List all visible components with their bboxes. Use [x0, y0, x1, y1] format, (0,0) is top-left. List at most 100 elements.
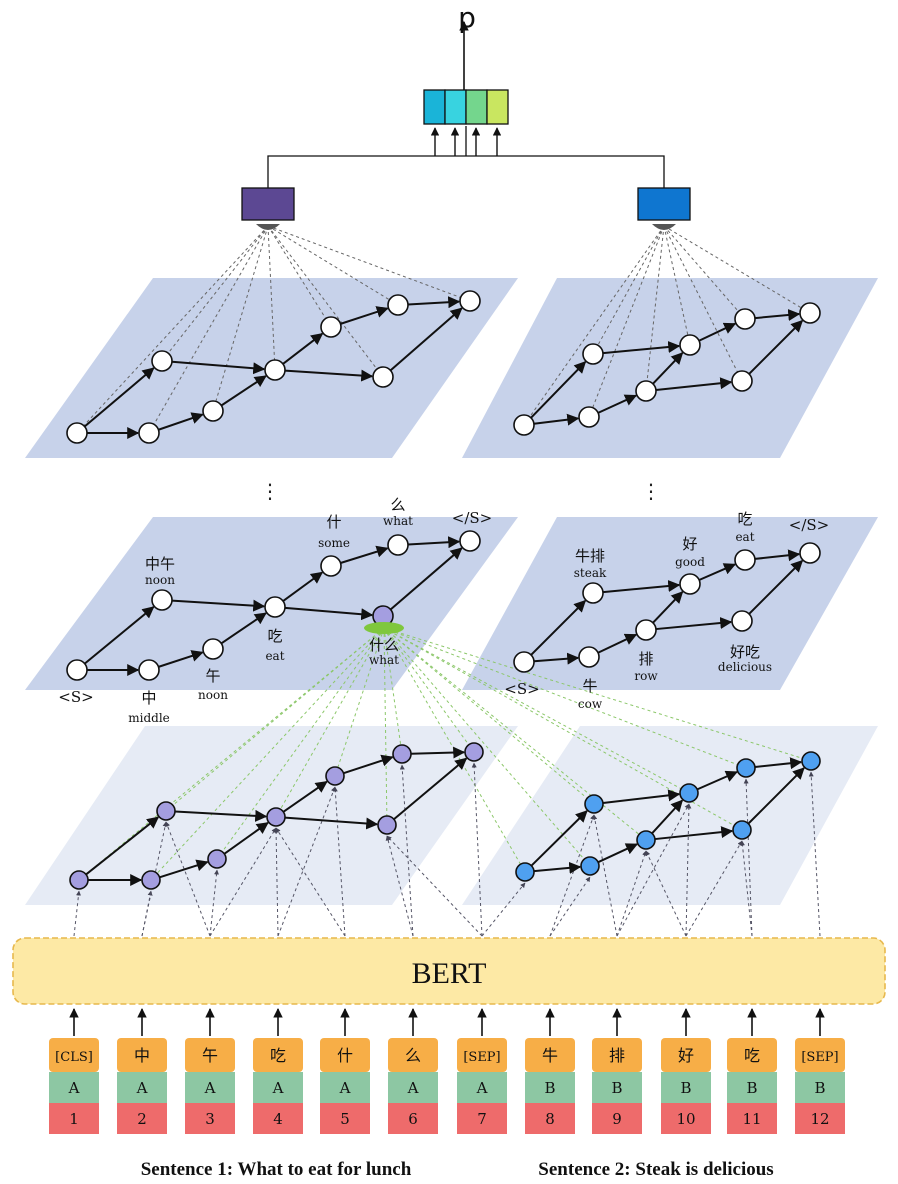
lattice-edge: [602, 580, 681, 594]
token-column: 什A 5: [320, 1008, 370, 1134]
node-label-en: some: [318, 536, 350, 550]
lattice-edge: [748, 559, 804, 615]
position-label: 7: [477, 1110, 487, 1128]
position-label: 12: [810, 1110, 829, 1128]
dashed-arrow: [471, 762, 483, 937]
segment-label: A: [339, 1079, 351, 1097]
lattice-node: [578, 406, 600, 428]
dashed-arrow: [332, 786, 346, 937]
dashed-link: [275, 627, 385, 818]
lattice-node: [799, 542, 821, 564]
dashed-link: [383, 627, 388, 826]
lattice-edge: [533, 413, 580, 426]
segment-cell: [185, 1072, 235, 1103]
node-label-zh: 吃: [737, 510, 752, 528]
lattice-edge: [654, 826, 734, 841]
node-label-en: eat: [735, 530, 754, 544]
char-node: [207, 849, 227, 869]
node-label-zh: 吃: [267, 627, 282, 645]
position-label: 11: [742, 1110, 761, 1128]
lattice-edge: [754, 309, 801, 321]
top-plane-right: [462, 278, 878, 458]
segment-label: A: [136, 1079, 148, 1097]
token-column: 好B 10: [661, 1008, 711, 1134]
lattice-edge: [410, 746, 466, 759]
dashed-arrow: [739, 840, 753, 937]
node-label-zh: 牛: [582, 677, 597, 695]
lattice-edge: [174, 809, 268, 822]
lattice-edge: [655, 377, 733, 391]
lattice-node: [513, 651, 535, 673]
lattice-edge: [220, 612, 267, 645]
dashed-arrow: [141, 821, 168, 937]
lattice-edge: [171, 599, 266, 612]
dashed-arrow: [385, 835, 414, 937]
char-node: [801, 751, 821, 771]
token-label: [SEP]: [801, 1050, 838, 1065]
lattice-node: [66, 422, 88, 444]
dashed-arrow: [73, 890, 81, 937]
position-label: 1: [69, 1110, 79, 1128]
dashed-link: [383, 627, 647, 841]
segment-cell: [592, 1072, 642, 1103]
token-cell: [117, 1038, 167, 1072]
lattice-edge: [407, 536, 461, 549]
segment-label: A: [272, 1079, 284, 1097]
segment-label: B: [680, 1079, 691, 1097]
lattice-edge: [220, 375, 267, 407]
node-label-en: row: [634, 669, 658, 683]
node-label-zh: 午: [205, 667, 220, 685]
char-node: [377, 815, 397, 835]
segment-label: B: [544, 1079, 555, 1097]
input-tokens: [CLS]A1中A2午A3吃A4什A5么A6[SEP]A7牛B8排B9好B10吃…: [49, 1008, 845, 1134]
bert-block: BERT: [12, 937, 886, 1005]
low-plane-right: [462, 726, 878, 905]
token-column: 么A 6: [388, 1008, 438, 1134]
position-label: 10: [676, 1110, 695, 1128]
char-node: [515, 862, 535, 882]
ellipsis-left: ⋮: [260, 479, 280, 503]
position-label: 2: [137, 1110, 147, 1128]
dashed-link: [645, 225, 665, 392]
position-cell: [253, 1103, 303, 1134]
lattice-edge: [748, 319, 804, 375]
dashed-arrow: [386, 835, 483, 937]
dashed-arrow: [277, 786, 336, 937]
lattice-node: [320, 316, 342, 338]
token-cell: [592, 1038, 642, 1072]
lattice-edge: [655, 617, 733, 631]
position-label: 4: [273, 1110, 283, 1128]
dashed-link: [383, 627, 690, 794]
lattice-node: [138, 659, 160, 681]
caption-sentence-2: Sentence 2: Steak is delicious: [538, 1159, 773, 1180]
lattice-nodes: [66, 290, 821, 890]
bert-label: BERT: [412, 957, 487, 990]
lattice-edge: [597, 633, 638, 654]
node-label-zh: 好: [682, 535, 697, 553]
dashed-link: [523, 225, 665, 426]
char-node: [636, 830, 656, 850]
dashed-arrow: [481, 882, 526, 937]
dashed-arrow: [685, 840, 743, 937]
char-node: [580, 856, 600, 876]
segment-cell: [457, 1072, 507, 1103]
lattice-edge: [393, 757, 468, 820]
output-vector: [423, 89, 509, 125]
segment-label: B: [611, 1079, 622, 1097]
char-node: [464, 742, 484, 762]
token-cell: [388, 1038, 438, 1072]
node-label-en: what: [383, 514, 413, 528]
lattice-edge: [84, 606, 155, 665]
dashed-link: [383, 627, 747, 769]
token-label: 吃: [744, 1046, 760, 1065]
lattice-edge: [389, 547, 463, 611]
lattice-node: [679, 334, 701, 356]
output-cell: [423, 89, 446, 125]
token-label: 好: [678, 1046, 694, 1065]
segment-cell: [253, 1072, 303, 1103]
char-node: [156, 801, 176, 821]
dashed-arrow: [165, 821, 211, 937]
lattice-node: [372, 366, 394, 388]
dashed-arrow: [273, 827, 279, 937]
